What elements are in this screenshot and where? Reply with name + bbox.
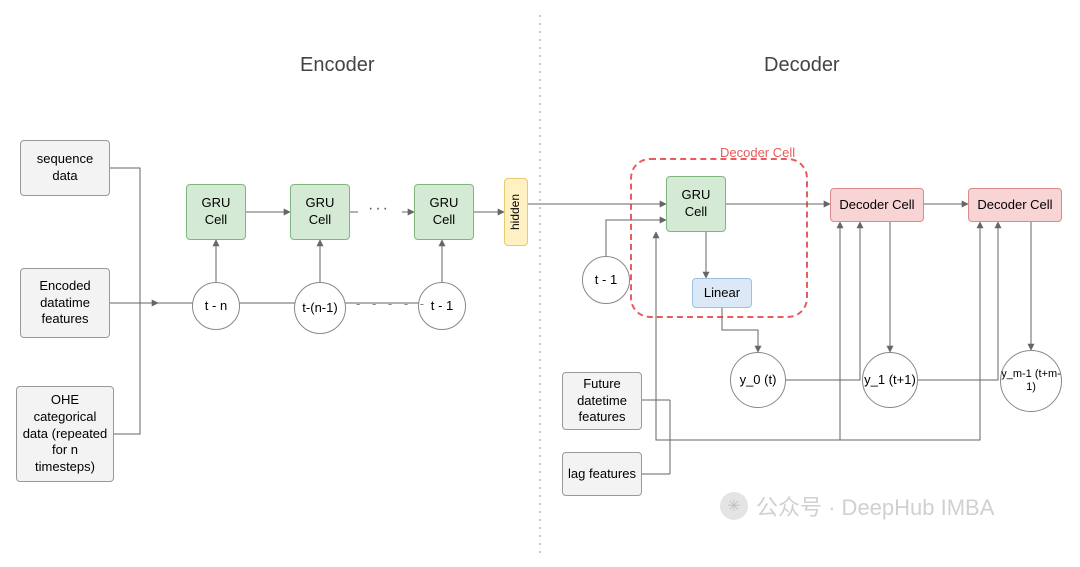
decoder-cell-frame-label: Decoder Cell <box>720 145 795 160</box>
node-hidden: hidden <box>504 178 528 246</box>
decoder-title: Decoder <box>764 54 840 77</box>
node-gru1: GRU Cell <box>186 184 246 240</box>
node-y1: y_1 (t+1) <box>862 352 918 408</box>
node-dc2: Decoder Cell <box>830 188 924 222</box>
node-gru2: GRU Cell <box>290 184 350 240</box>
node-dc3: Decoder Cell <box>968 188 1062 222</box>
node-enc_dt: Encoded datatime features <box>20 268 110 338</box>
node-future_dt: Future datetime features <box>562 372 642 430</box>
watermark-text: 公众号 · DeepHub IMBA <box>756 490 994 522</box>
node-ym: y_m-1 (t+m-1) <box>1000 350 1062 412</box>
watermark: ✳ 公众号 · DeepHub IMBA <box>720 490 994 522</box>
node-gru_dec: GRU Cell <box>666 176 726 232</box>
ellipsis-circles: - - - - - <box>356 296 428 311</box>
node-ohe: OHE categorical data (repeated for n tim… <box>16 386 114 482</box>
node-seq_data: sequence data <box>20 140 110 196</box>
node-tn: t - n <box>192 282 240 330</box>
node-dec_t1: t - 1 <box>582 256 630 304</box>
node-lag: lag features <box>562 452 642 496</box>
edges-layer <box>0 0 1080 567</box>
node-gru3: GRU Cell <box>414 184 474 240</box>
node-tn1: t-(n-1) <box>294 282 346 334</box>
node-y0: y_0 (t) <box>730 352 786 408</box>
wechat-icon: ✳ <box>720 492 748 520</box>
encoder-title: Encoder <box>300 54 375 77</box>
node-linear: Linear <box>692 278 752 308</box>
ellipsis-gru: ··· <box>368 200 390 218</box>
